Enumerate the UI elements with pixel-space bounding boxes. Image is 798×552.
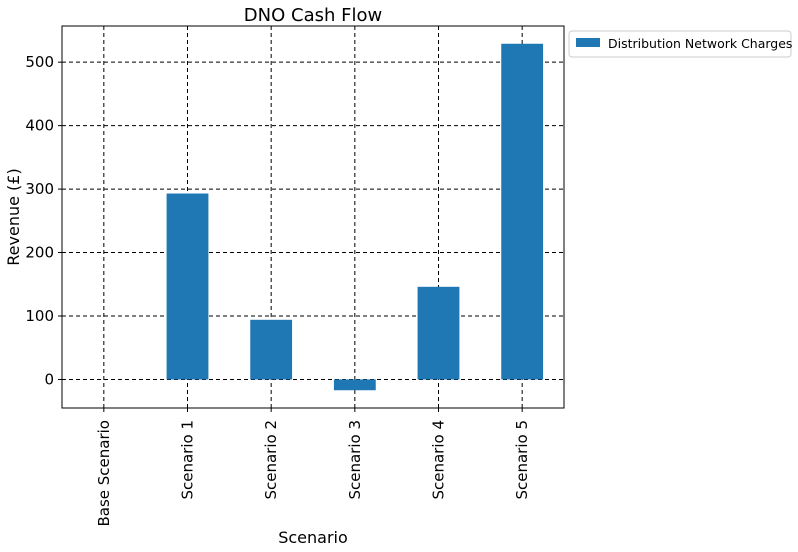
- y-tick-label: 500: [25, 53, 54, 71]
- bar: [250, 319, 293, 380]
- x-tick-label: Base Scenario: [95, 420, 113, 527]
- plot-frame: [61, 25, 565, 409]
- y-tick-label: 200: [25, 244, 54, 262]
- chart-title: DNO Cash Flow: [244, 5, 382, 26]
- x-tick-label: Scenario 2: [262, 420, 280, 500]
- legend-frame: [568, 30, 792, 58]
- x-tick-label: Scenario 4: [430, 420, 448, 500]
- legend: Distribution Network Charges: [568, 30, 792, 58]
- y-tick-label: 300: [25, 180, 54, 198]
- gridlines: [62, 26, 564, 408]
- y-tick-label: 400: [25, 117, 54, 135]
- legend-swatch: [576, 38, 600, 47]
- bars: [82, 43, 544, 391]
- x-tick-label: Scenario 3: [346, 420, 364, 500]
- y-axis-ticks: 0 100 200 300 400 500: [25, 53, 62, 388]
- x-axis-label: Scenario: [278, 528, 348, 547]
- y-axis-label: Revenue (£): [4, 168, 23, 265]
- x-axis-ticks: Base Scenario Scenario 1 Scenario 2 Scenari…: [95, 408, 531, 527]
- bar: [501, 43, 544, 380]
- bar: [417, 286, 460, 380]
- bar: [333, 379, 376, 391]
- legend-label: Distribution Network Charges: [608, 36, 792, 51]
- bar: [166, 193, 209, 380]
- x-tick-label: Scenario 1: [179, 420, 197, 500]
- x-tick-label: Scenario 5: [513, 420, 531, 500]
- y-tick-label: 100: [25, 307, 54, 325]
- y-tick-label: 0: [44, 370, 54, 388]
